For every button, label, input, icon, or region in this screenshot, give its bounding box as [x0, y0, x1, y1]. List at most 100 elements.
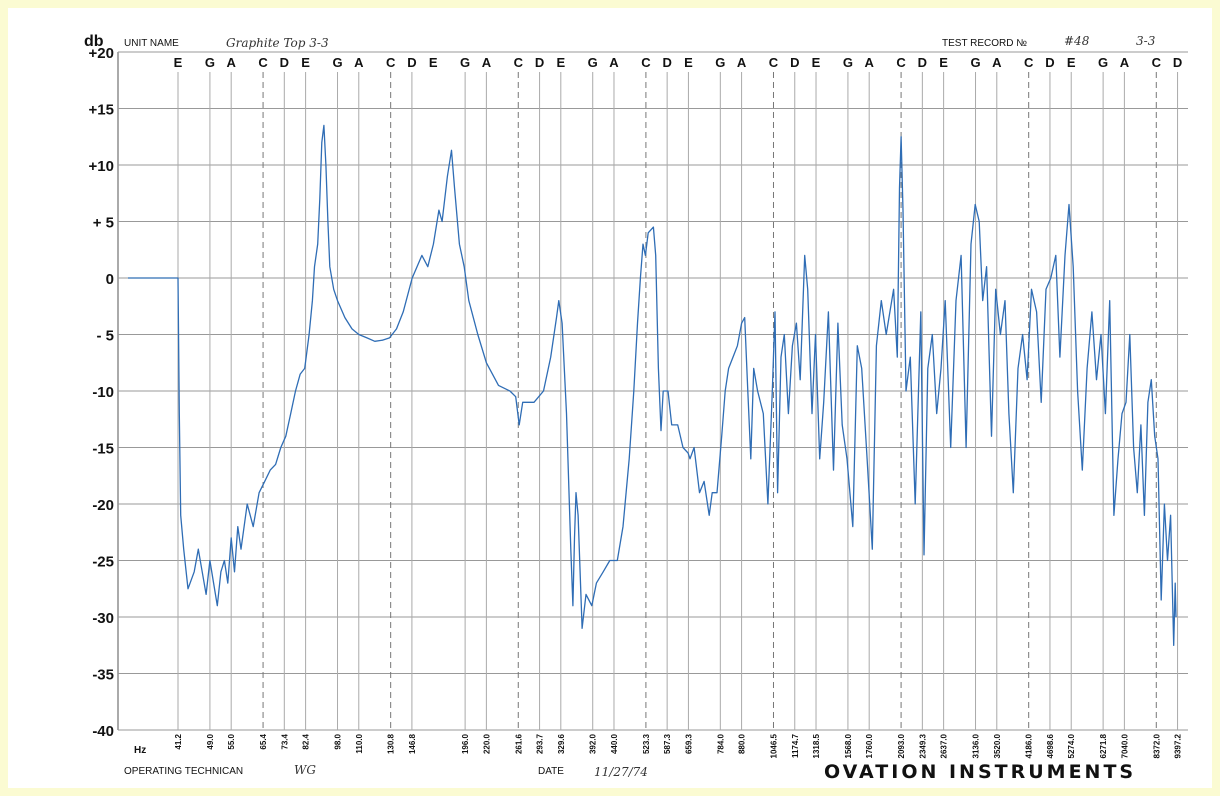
unit-name-label: UNIT NAME	[124, 38, 179, 49]
note-name-label: C	[641, 55, 651, 70]
note-name-label: E	[1067, 55, 1076, 70]
x-tick-label: 4698.6	[1046, 733, 1055, 758]
x-tick-label: 73.4	[280, 733, 289, 749]
x-tick-label: 523.3	[642, 733, 651, 754]
x-tick-label: 196.0	[461, 733, 470, 754]
note-name-label: D	[1173, 55, 1182, 70]
note-name-label: G	[1098, 55, 1108, 70]
note-name-label: D	[918, 55, 927, 70]
response-trace	[128, 124, 1177, 646]
note-name-label: C	[386, 55, 396, 70]
y-tick-label: -20	[92, 497, 114, 514]
note-name-label: D	[535, 55, 544, 70]
note-name-label: C	[769, 55, 779, 70]
note-name-label: E	[684, 55, 693, 70]
y-tick-label: -35	[92, 667, 114, 684]
note-name-label: E	[556, 55, 565, 70]
note-name-label: C	[514, 55, 524, 70]
note-name-label: E	[301, 55, 310, 70]
x-tick-label: 4186.0	[1025, 733, 1034, 758]
x-tick-label: 880.0	[738, 733, 747, 754]
x-tick-label: 2637.0	[940, 733, 949, 758]
y-tick-label: + 5	[93, 215, 114, 232]
x-tick-label: 261.6	[514, 733, 523, 754]
x-tick-label: 9397.2	[1174, 733, 1183, 758]
x-tick-label: 146.8	[408, 733, 417, 754]
x-tick-label: 1046.5	[769, 733, 778, 758]
x-tick-label: 130.8	[387, 733, 396, 754]
y-tick-label: -30	[92, 610, 114, 627]
x-tick-label: 1174.7	[791, 733, 800, 758]
note-name-label: A	[482, 55, 492, 70]
x-tick-label: 2349.3	[918, 733, 927, 758]
x-tick-label: 65.4	[259, 733, 268, 749]
note-name-label: G	[715, 55, 725, 70]
unit-name-value: Graphite Top 3-3	[226, 36, 329, 50]
note-name-label: C	[896, 55, 906, 70]
x-tick-label: 6271.8	[1099, 733, 1108, 758]
note-name-label: A	[864, 55, 874, 70]
y-tick-label: +20	[89, 45, 114, 62]
x-tick-label: 392.0	[589, 733, 598, 754]
technician-initials: WG	[294, 763, 316, 777]
x-tick-label: 440.0	[610, 733, 619, 754]
x-tick-label: 3136.0	[972, 733, 981, 758]
note-name-label: A	[737, 55, 747, 70]
note-name-label: G	[843, 55, 853, 70]
note-name-label: D	[790, 55, 799, 70]
x-tick-label: 49.0	[206, 733, 215, 749]
y-tick-labels: +20 +15 +10 + 5 0 - 5 -10 -15 -20 -25 -30 -35 -40	[89, 45, 114, 740]
y-tick-label: -25	[92, 554, 114, 571]
x-tick-label: 55.0	[227, 733, 236, 749]
x-tick-label: 2093.0	[897, 733, 906, 758]
note-name-label: G	[460, 55, 470, 70]
note-name-label: A	[354, 55, 364, 70]
x-axis-label: Hz	[134, 745, 146, 756]
date-value: 11/27/74	[594, 765, 648, 779]
x-tick-label: 329.6	[557, 733, 566, 754]
note-name-label: A	[609, 55, 619, 70]
y-tick-label: 0	[106, 271, 114, 288]
x-tick-label: 1318.5	[812, 733, 821, 758]
x-tick-label: 293.7	[536, 733, 545, 754]
x-tick-label: 82.4	[302, 733, 311, 749]
note-name-label: A	[226, 55, 236, 70]
note-name-label: E	[174, 55, 183, 70]
x-tick-label: 659.3	[684, 733, 693, 754]
y-tick-label: -15	[92, 441, 114, 458]
test-record-label: TEST RECORD №	[942, 38, 1027, 49]
x-tick-labels: 41.2 49.0 55.0 65.4 73.4 82.4 98.0 110.0 130.8 14…	[174, 733, 1183, 758]
note-name-label: A	[1120, 55, 1130, 70]
note-name-label: G	[205, 55, 215, 70]
x-tick-label: 7040.0	[1120, 733, 1129, 758]
note-name-label: D	[662, 55, 671, 70]
y-tick-label: +15	[89, 102, 114, 119]
grid	[117, 51, 1188, 731]
note-name-label: C	[258, 55, 268, 70]
x-tick-label: 784.0	[716, 733, 725, 754]
x-tick-label: 41.2	[174, 733, 183, 749]
note-name-label: E	[812, 55, 821, 70]
note-name-label: G	[332, 55, 342, 70]
brand-logo: OVATION INSTRUMENTS	[824, 761, 1136, 783]
technician-label: OPERATING TECHNICAN	[124, 766, 243, 777]
note-name-label: G	[970, 55, 980, 70]
note-name-label: D	[1045, 55, 1054, 70]
note-name-label: C	[1152, 55, 1162, 70]
frequency-response-chart: +20 +15 +10 + 5 0 - 5 -10 -15 -20 -25 -30 -35 -40 41…	[84, 33, 1188, 783]
y-tick-label: +10	[89, 158, 114, 175]
note-name-label: G	[588, 55, 598, 70]
test-record-extra: 3-3	[1136, 34, 1156, 48]
x-tick-label: 220.0	[482, 733, 491, 754]
note-name-label: A	[992, 55, 1002, 70]
y-tick-label: -10	[92, 384, 114, 401]
x-tick-label: 8372.0	[1152, 733, 1161, 758]
date-label: DATE	[538, 766, 564, 777]
x-tick-label: 1568.0	[844, 733, 853, 758]
x-tick-label: 110.0	[355, 733, 364, 753]
x-tick-label: 1760.0	[865, 733, 874, 758]
note-name-label: D	[280, 55, 289, 70]
y-axis-label: db	[84, 33, 104, 50]
note-name-label: E	[939, 55, 948, 70]
